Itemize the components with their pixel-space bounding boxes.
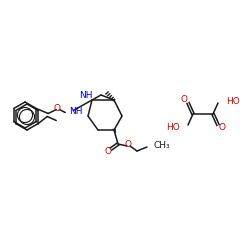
Text: HO: HO: [226, 96, 240, 106]
Text: O: O: [124, 140, 132, 149]
Text: HO: HO: [166, 122, 180, 132]
Text: O: O: [218, 122, 226, 132]
Text: O: O: [104, 146, 112, 156]
Polygon shape: [112, 129, 116, 133]
Text: CH₃: CH₃: [153, 142, 170, 150]
Text: O: O: [54, 104, 61, 113]
Text: NH: NH: [79, 90, 93, 100]
Text: NH: NH: [69, 107, 83, 116]
Text: O: O: [180, 96, 188, 104]
